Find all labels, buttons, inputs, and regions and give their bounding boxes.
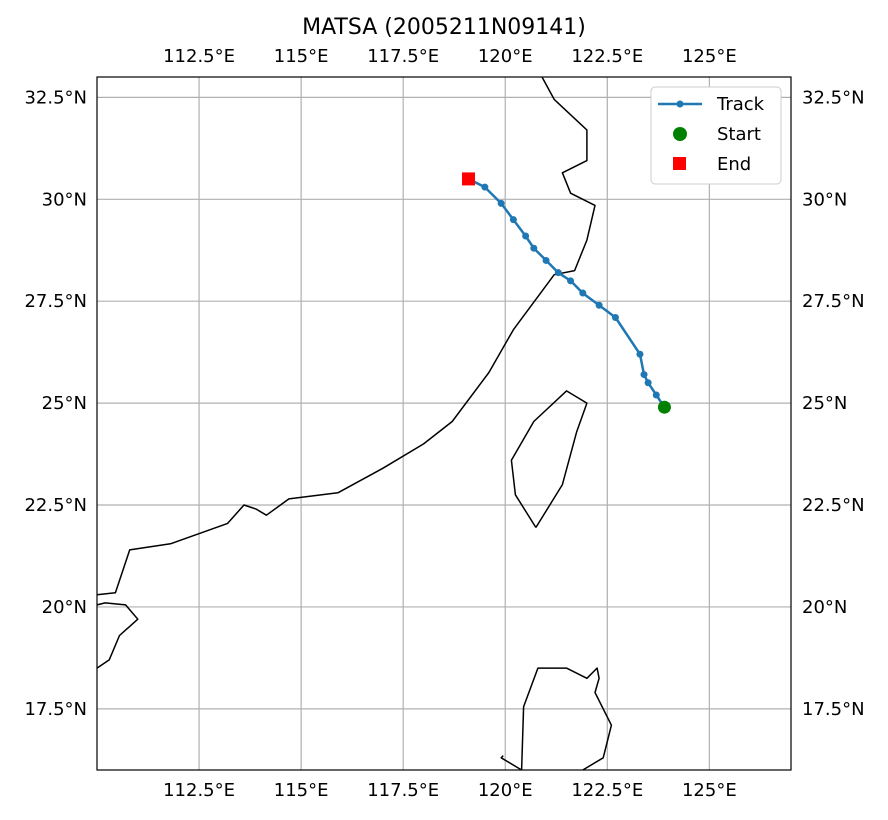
coastline-2 bbox=[96, 602, 139, 669]
track-point-10 bbox=[542, 256, 550, 264]
track-point-9 bbox=[554, 269, 562, 277]
legend: Track Start End bbox=[650, 86, 782, 185]
x-tick-label-top-3: 120°E bbox=[478, 46, 533, 67]
track-point-2 bbox=[644, 379, 652, 387]
y-tick-label-right-1: 20°N bbox=[802, 597, 847, 618]
y-tick-label-right-6: 32.5°N bbox=[802, 87, 865, 108]
legend-start-label: Start bbox=[717, 124, 761, 145]
x-tick-label-top-0: 112.5°E bbox=[163, 46, 235, 67]
legend-start-marker bbox=[673, 127, 687, 141]
x-tick-label-bottom-1: 115°E bbox=[274, 780, 329, 801]
y-tick-label-right-4: 27.5°N bbox=[802, 291, 865, 312]
track-point-6 bbox=[595, 301, 603, 309]
coastline-4 bbox=[520, 667, 613, 771]
coastline-1 bbox=[510, 390, 588, 528]
y-tick-label-left-4: 27.5°N bbox=[24, 291, 87, 312]
track-point-3 bbox=[640, 371, 648, 379]
track-point-5 bbox=[611, 314, 619, 322]
plot-frame bbox=[96, 76, 792, 771]
start-marker bbox=[657, 400, 671, 414]
x-tick-label-bottom-4: 122.5°E bbox=[571, 780, 643, 801]
track-point-1 bbox=[652, 391, 660, 399]
y-tick-label-left-6: 32.5°N bbox=[24, 87, 87, 108]
x-tick-label-top-1: 115°E bbox=[274, 46, 329, 67]
x-tick-label-bottom-3: 120°E bbox=[478, 780, 533, 801]
track-point-11 bbox=[530, 244, 538, 252]
coastline-3 bbox=[500, 755, 522, 771]
track-point-13 bbox=[509, 216, 517, 224]
y-tick-label-right-2: 22.5°N bbox=[802, 495, 865, 516]
plot-background bbox=[97, 77, 791, 770]
x-tick-label-top-4: 122.5°E bbox=[571, 46, 643, 67]
x-tick-label-top-2: 117.5°E bbox=[367, 46, 439, 67]
y-tick-label-right-5: 30°N bbox=[802, 189, 847, 210]
map-plot-area: 112.5°E 112.5°E 115°E 115°E 117.5°E 117.5°E 12… bbox=[24, 46, 864, 801]
legend-end-label: End bbox=[717, 154, 751, 175]
x-tick-label-bottom-2: 117.5°E bbox=[367, 780, 439, 801]
x-tick-label-top-5: 125°E bbox=[682, 46, 737, 67]
track-point-7 bbox=[579, 289, 587, 297]
track-point-15 bbox=[481, 183, 489, 191]
track-point-14 bbox=[497, 199, 505, 207]
y-tick-label-left-3: 25°N bbox=[42, 393, 87, 414]
y-tick-label-left-2: 22.5°N bbox=[24, 495, 87, 516]
x-tick-label-bottom-0: 112.5°E bbox=[163, 780, 235, 801]
x-tick-label-bottom-5: 125°E bbox=[682, 780, 737, 801]
end-marker bbox=[461, 172, 475, 186]
legend-track-marker bbox=[676, 100, 684, 108]
y-tick-label-left-5: 30°N bbox=[42, 189, 87, 210]
legend-track-label: Track bbox=[716, 94, 765, 115]
y-tick-label-left-1: 20°N bbox=[42, 597, 87, 618]
y-tick-label-right-0: 17.5°N bbox=[802, 699, 865, 720]
track-point-4 bbox=[636, 350, 644, 358]
track-point-12 bbox=[522, 232, 530, 240]
y-tick-label-left-0: 17.5°N bbox=[24, 699, 87, 720]
chart-title: MATSA (2005211N09141) bbox=[302, 15, 586, 40]
legend-end-marker bbox=[673, 157, 686, 170]
y-tick-label-right-3: 25°N bbox=[802, 393, 847, 414]
track-point-8 bbox=[567, 277, 575, 285]
coastline-0 bbox=[96, 76, 596, 596]
